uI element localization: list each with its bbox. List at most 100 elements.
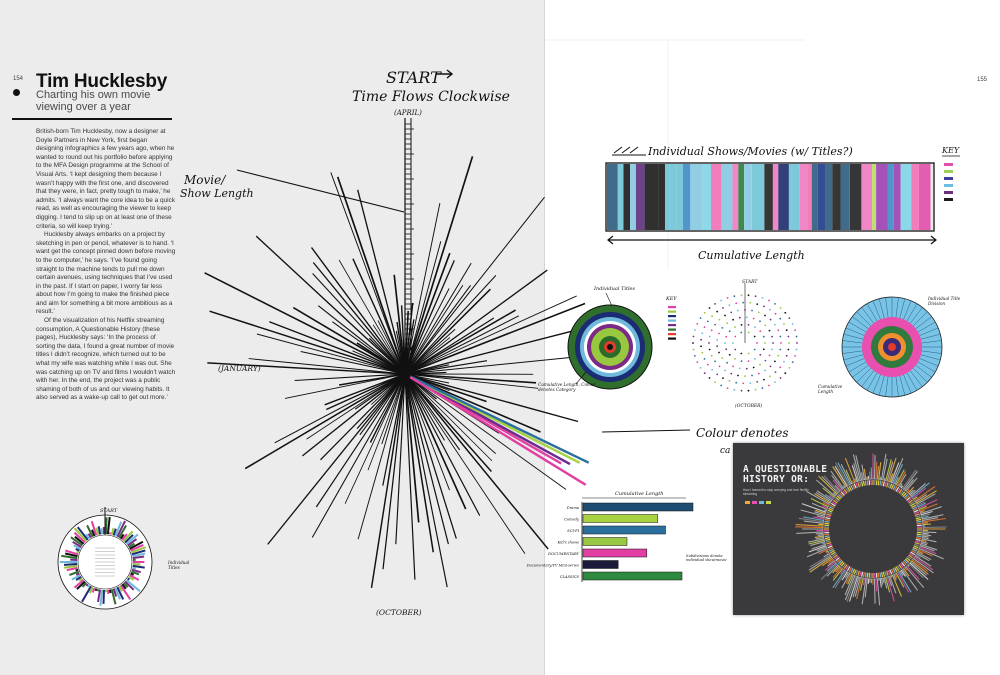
info-category-band (855, 482, 859, 488)
info-category-band (859, 571, 862, 577)
dot-mark (714, 381, 716, 383)
info-bar (822, 487, 835, 498)
dot-mark (692, 342, 694, 344)
dot-mark (708, 307, 711, 309)
info-bar (816, 479, 836, 497)
dot-mark (696, 323, 699, 325)
spoke-line (312, 273, 406, 375)
info-bar (885, 459, 892, 481)
info-bar (795, 524, 824, 527)
dot-mark (734, 335, 737, 338)
info-category-band (837, 559, 843, 565)
info-bar (918, 547, 944, 560)
dot-mark (721, 357, 724, 359)
info-bar (818, 549, 828, 555)
dot-mark (738, 316, 741, 319)
info-bar (886, 461, 894, 482)
dot-mark (724, 342, 726, 344)
spoke-line (324, 373, 406, 406)
dot-mark (710, 329, 713, 332)
info-category-band (834, 555, 839, 560)
target-sketch (567, 304, 653, 390)
thumb-bar (114, 521, 123, 537)
info-category-band (826, 543, 832, 547)
dot-mark (726, 297, 729, 299)
info-category-band (845, 487, 850, 493)
dot-mark (769, 365, 772, 368)
info-category-band (902, 492, 907, 498)
thumb-bar (132, 552, 146, 558)
dot-mark (779, 335, 782, 338)
dot-mark (742, 382, 745, 385)
info-category-band (879, 480, 882, 486)
dot-mark (700, 345, 702, 348)
spoke-line (404, 326, 589, 375)
spoke-line (404, 373, 450, 491)
info-bar (852, 480, 855, 484)
dot-mark (784, 372, 787, 375)
key-swatch (944, 184, 953, 187)
bars-note: Subdivisions denote individual show/movi… (686, 554, 727, 563)
timeline-ruler (404, 118, 414, 374)
info-category-band (824, 518, 830, 521)
bar (582, 502, 694, 512)
info-bar (915, 490, 937, 504)
info-category-band (840, 562, 845, 567)
strip-key (944, 163, 953, 201)
dot-mark (754, 358, 756, 360)
info-category-band (906, 496, 911, 501)
key-swatch (944, 198, 953, 201)
info-bar (897, 471, 907, 486)
info-bar (895, 572, 905, 588)
thumb-bar (88, 586, 94, 594)
dot-mark (725, 335, 728, 338)
dot-mark (779, 307, 782, 309)
spoke-line (294, 373, 406, 382)
dot-mark (740, 331, 743, 334)
dot-mark (795, 335, 798, 338)
dot-mark (718, 332, 720, 335)
dot-mark (764, 369, 766, 372)
info-bar (922, 532, 929, 535)
spoke-line (404, 373, 481, 516)
info-bar (826, 564, 839, 577)
info-bar (919, 546, 937, 555)
info-bar (915, 554, 921, 558)
thumb-bar (78, 577, 83, 582)
info-bar (816, 490, 833, 502)
info-category-band (831, 501, 837, 506)
info-category-band (862, 572, 865, 578)
key-swatch (668, 310, 676, 313)
dot-mark (699, 317, 702, 319)
dot-mark (703, 311, 706, 314)
spoke-line (292, 306, 406, 375)
stripe (778, 164, 789, 230)
info-category-band (828, 546, 834, 551)
info-category-band (911, 504, 917, 509)
dots-note: (OCTOBER) (735, 402, 763, 409)
info-bar (914, 555, 932, 567)
info-category-band (909, 552, 915, 557)
key-swatch (668, 328, 676, 331)
thumb-bar (76, 580, 86, 590)
spoke-line (404, 373, 537, 384)
info-category-band (907, 498, 912, 503)
spoke-line (404, 373, 445, 441)
info-category-band (850, 485, 854, 491)
thumb-note: Individual Titles (168, 560, 190, 570)
spoke-line (357, 373, 406, 540)
key-swatch (944, 163, 953, 166)
ring-divider (899, 375, 906, 396)
thumb-bar (85, 583, 89, 587)
dot-mark (716, 338, 719, 341)
dot-mark (733, 295, 736, 298)
info-category-band (824, 520, 830, 523)
info-bar (848, 576, 859, 602)
dot-mark (784, 311, 787, 314)
spoke-line (255, 235, 406, 375)
stripe (861, 164, 873, 230)
ring-divider (913, 368, 928, 383)
info-category-band (884, 481, 887, 487)
dot-mark (732, 318, 734, 321)
thumb-bar (108, 589, 112, 594)
